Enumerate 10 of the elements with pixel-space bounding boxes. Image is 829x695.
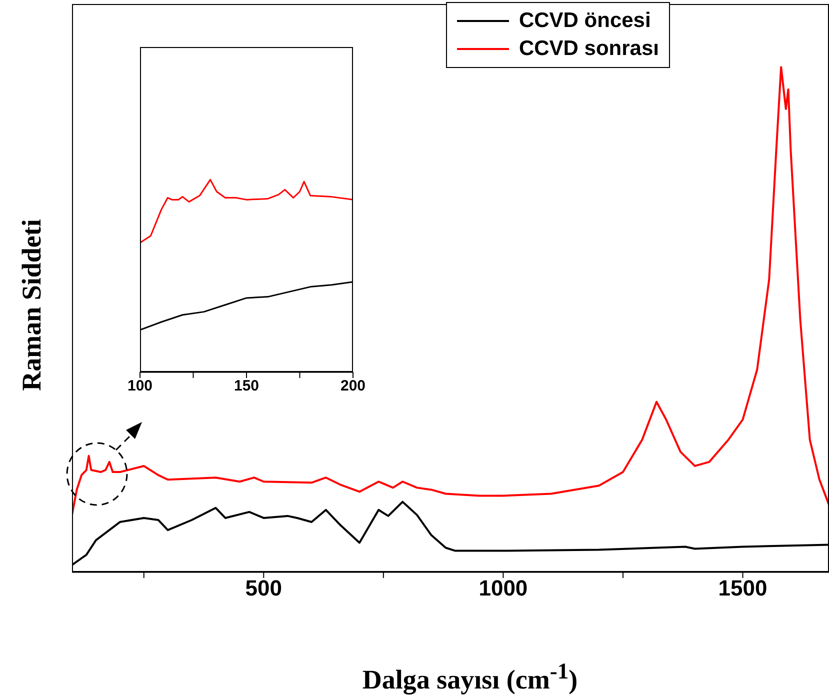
legend-label: CCVD sonrası [518,36,659,62]
legend-label: CCVD öncesi [518,8,651,34]
x-tick-label: 1000 [478,576,528,601]
x-tick-label: 500 [245,576,282,601]
y-axis-title: Raman Siddeti [16,219,48,391]
x-tick-label: 100 [127,378,153,395]
x-tick-label: 200 [340,378,366,395]
x-axis-title: Dalga sayısı (cm$^{-1}$) [362,658,578,695]
x-tick-label: 1500 [718,576,768,601]
x-tick-label: 150 [234,378,260,395]
